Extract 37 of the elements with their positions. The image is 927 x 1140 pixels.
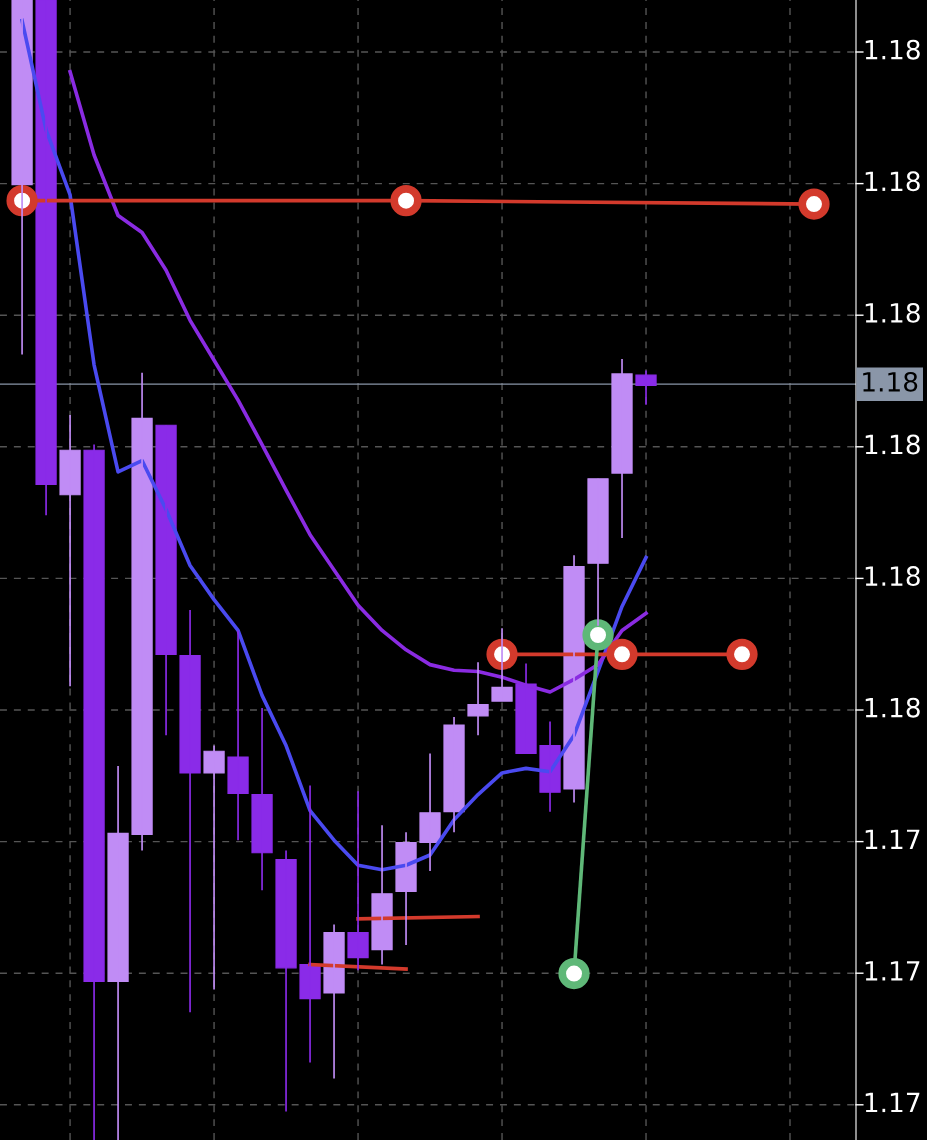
point [390, 185, 422, 217]
candlestick [227, 629, 249, 842]
text: 1.18 [865, 566, 920, 587]
point [798, 188, 830, 220]
candlestick [275, 849, 297, 1113]
text: 1.17 [865, 829, 920, 849]
candlestick [491, 627, 513, 702]
candlestick [635, 369, 657, 406]
text: 1.18 [865, 171, 920, 192]
point [558, 957, 590, 990]
text: 1.18 [865, 302, 920, 323]
point [726, 638, 758, 670]
text: 1.17 [865, 1092, 920, 1113]
candlestick [131, 371, 153, 852]
candlestick [35, 0, 57, 517]
text: 1.18 [865, 697, 920, 718]
candlestick [347, 790, 369, 971]
candlestick [611, 358, 633, 539]
candlestick [299, 784, 321, 1064]
text: 1.18 [865, 434, 920, 455]
text: 1.18 [863, 371, 918, 392]
text: 1.18 [865, 39, 920, 60]
candlestick [107, 765, 129, 1140]
candlestick [419, 752, 441, 872]
text: 1.17 [865, 961, 920, 981]
candlestick [587, 477, 609, 627]
candlestick [83, 443, 105, 1140]
candlestick [11, 0, 33, 356]
candlestick [179, 609, 201, 1014]
point [606, 638, 638, 670]
candlestick [155, 424, 177, 737]
point [582, 619, 614, 651]
candlestick [467, 661, 489, 737]
candlestick [251, 707, 273, 892]
candlestick [59, 414, 81, 688]
candlestick [203, 744, 225, 991]
candlestick [443, 716, 465, 834]
